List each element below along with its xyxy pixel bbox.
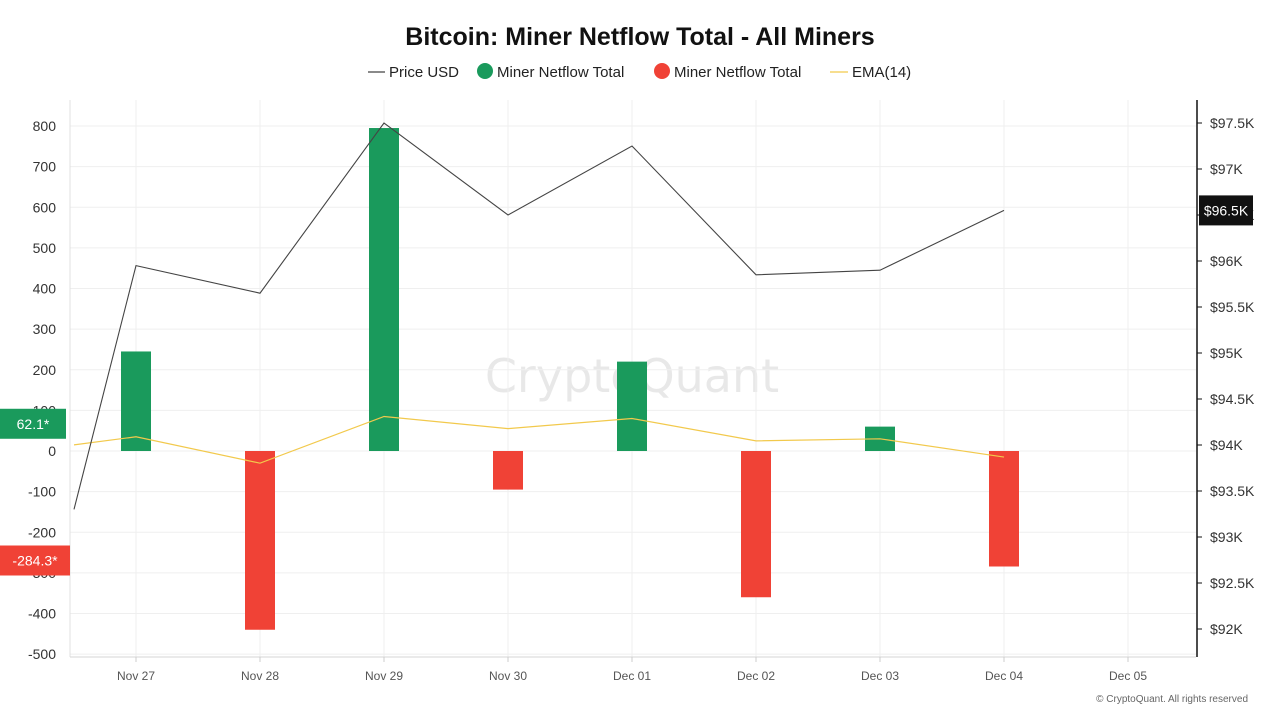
right-tick-label: $95.5K — [1210, 299, 1255, 315]
price-last-badge: $96.5K — [1199, 195, 1253, 226]
right-tick-label: $94.5K — [1210, 391, 1255, 407]
netflow-bar-negative — [493, 451, 523, 490]
right-axis-ticks: $97.5K $97K $96.5K $96K $95.5K $95K $94.5K $94K… — [1197, 115, 1255, 637]
legend-ema-label: EMA(14) — [852, 64, 911, 81]
ema-line — [73, 415, 1005, 464]
ema-last-badge-text: 62.1* — [17, 416, 50, 432]
left-tick-label: 500 — [33, 240, 57, 256]
right-tick-label: $93K — [1210, 529, 1243, 545]
x-tick-label: Dec 03 — [861, 669, 899, 683]
left-tick-label: -200 — [28, 524, 56, 540]
netflow-last-badge-bg — [0, 545, 70, 576]
right-tick-label: $96K — [1210, 253, 1243, 269]
x-tick-label: Nov 27 — [117, 669, 155, 683]
x-tick-label: Nov 29 — [365, 669, 403, 683]
x-tick-label: Dec 02 — [737, 669, 775, 683]
netflow-bar-positive — [617, 361, 647, 451]
netflow-bars — [121, 128, 1019, 630]
legend-netflow-negative-swatch — [654, 63, 670, 79]
right-tick-label: $93.5K — [1210, 483, 1255, 499]
right-tick-label: $97K — [1210, 161, 1243, 177]
x-axis-ticks: Nov 27 Nov 28 Nov 29 Nov 30 Dec 01 Dec 02 Dec … — [117, 657, 1147, 683]
x-tick-label: Nov 28 — [241, 669, 279, 683]
legend-netflow-positive-label: Miner Netflow Total — [497, 64, 624, 81]
netflow-bar-negative — [741, 451, 771, 598]
left-axis-ticks: 8007006005004003002001000-100-200-300-40… — [28, 118, 56, 662]
x-tick-label: Dec 05 — [1109, 669, 1147, 683]
legend: Price USD Miner Netflow Total Miner Netf… — [368, 63, 911, 81]
left-tick-label: 700 — [33, 159, 57, 175]
price-line — [73, 122, 1005, 510]
left-tick-label: 200 — [33, 362, 57, 378]
left-tick-label: -100 — [28, 484, 56, 500]
left-tick-label: 400 — [33, 281, 57, 297]
copyright: © CryptoQuant. All rights reserved — [1096, 694, 1248, 705]
left-tick-label: 0 — [48, 443, 56, 459]
x-tick-label: Dec 01 — [613, 669, 651, 683]
x-tick-label: Dec 04 — [985, 669, 1023, 683]
value-badges: 62.1* -284.3* $96.5K — [0, 195, 1253, 576]
legend-netflow-negative-label: Miner Netflow Total — [674, 64, 801, 81]
netflow-bar-positive — [369, 128, 399, 451]
right-tick-label: $92.5K — [1210, 575, 1255, 591]
left-tick-label: -400 — [28, 606, 56, 622]
series-lines — [73, 122, 1005, 510]
left-tick-label: -500 — [28, 646, 56, 662]
netflow-bar-negative — [989, 451, 1019, 567]
right-tick-label: $92K — [1210, 621, 1243, 637]
netflow-bar-negative — [245, 451, 275, 630]
left-tick-label: 800 — [33, 118, 57, 134]
x-tick-label: Nov 30 — [489, 669, 527, 683]
netflow-bar-positive — [121, 351, 151, 451]
netflow-last-badge-text: -284.3* — [12, 552, 58, 568]
right-tick-label: $94K — [1210, 437, 1243, 453]
left-tick-label: 300 — [33, 321, 57, 337]
right-tick-label: $95K — [1210, 345, 1243, 361]
netflow-last-badge: -284.3* — [0, 545, 70, 576]
left-tick-label: 600 — [33, 199, 57, 215]
chart-title: Bitcoin: Miner Netflow Total - All Miner… — [405, 23, 874, 51]
ema-last-badge: 62.1* — [0, 408, 66, 439]
price-last-badge-bg — [1199, 195, 1253, 226]
ema-last-badge-bg — [0, 408, 66, 439]
legend-price-label: Price USD — [389, 64, 459, 81]
price-last-badge-text: $96.5K — [1204, 202, 1249, 218]
right-tick-label: $97.5K — [1210, 115, 1255, 131]
legend-netflow-positive-swatch — [477, 63, 493, 79]
